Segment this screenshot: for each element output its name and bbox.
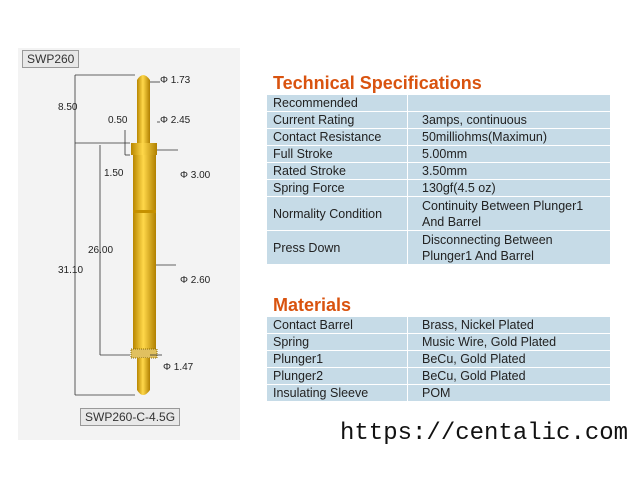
dimension-label: Φ 1.73 [160,75,191,86]
dimension-label: 8.50 [58,102,78,113]
table-row: Current Rating 3amps, continuous [267,112,610,129]
table-row: Plunger2 BeCu, Gold Plated [267,368,610,385]
label-cell: Recommended [267,95,408,111]
label-cell: Current Rating [267,112,408,128]
label-cell: Press Down [267,231,408,264]
dimension-label: 26.00 [88,245,114,256]
value-cell [408,95,610,111]
label-cell: Contact Barrel [267,317,408,333]
table-row: Insulating Sleeve POM [267,385,610,402]
model-label: SWP260 [22,50,80,68]
value-cell: 3.50mm [422,164,468,178]
website: https://centalic.com [340,420,629,447]
dimension-label: Φ 2.45 [160,115,191,126]
value-cell: 5.00mm [422,147,468,161]
value-cell: POM [422,386,451,400]
label-cell: Contact Resistance [267,129,408,145]
dimension-label: Φ 3.00 [180,170,211,181]
value-cell: BeCu, Gold Plated [422,369,526,383]
dimension-label: Φ 1.47 [163,362,194,373]
value-cell: Music Wire, Gold Plated [422,335,557,349]
table-row: Contact Barrel Brass, Nickel Plated [267,317,610,334]
label-cell: Plunger1 [267,351,408,367]
value-cell: Disconnecting Between Plunger1 And Barre… [422,232,553,263]
pin-drawing [74,74,178,396]
table-row: Spring Music Wire, Gold Plated [267,334,610,351]
value-cell: 130gf(4.5 oz) [422,181,496,195]
table-row: Spring Force 130gf(4.5 oz) [267,180,610,197]
table-row: Recommended [267,95,610,112]
drawing-panel [18,48,240,440]
table-row: Full Stroke 5.00mm [267,146,610,163]
label-cell: Spring [267,334,408,350]
materials-table: Contact Barrel Brass, Nickel Plated Spring… [267,317,610,402]
value-cell: Continuity Between Plunger1 And Barrel [422,198,584,229]
spec-table: Recommended Current Rating 3amps, continuo… [267,95,610,265]
table-row: Rated Stroke 3.50mm [267,163,610,180]
value-cell: 50milliohms(Maximun) [422,130,548,144]
value-cell: 3amps, continuous [422,113,527,127]
part-label: SWP260-C-4.5G [80,408,181,426]
table-row: Plunger1 BeCu, Gold Plated [267,351,610,368]
table-row: Press Down Disconnecting Between Plunger1… [267,231,610,265]
label-cell: Normality Condition [267,197,408,230]
label-cell: Rated Stroke [267,163,408,179]
table-row: Normality Condition Continuity Between Pl… [267,197,610,231]
dimension-label: 0.50 [108,115,128,126]
value-cell: Brass, Nickel Plated [422,318,534,332]
materials-title: Materials [273,295,352,315]
value-cell: BeCu, Gold Plated [422,352,526,366]
label-cell: Full Stroke [267,146,408,162]
dimension-label: 1.50 [104,168,124,179]
dimension-label: 31.10 [58,265,84,276]
spec-title: Technical Specifications [273,73,482,93]
label-cell: Spring Force [267,180,408,196]
label-cell: Plunger2 [267,368,408,384]
table-row: Contact Resistance 50milliohms(Maximun) [267,129,610,146]
label-cell: Insulating Sleeve [267,385,408,401]
dimension-label: Φ 2.60 [180,275,211,286]
